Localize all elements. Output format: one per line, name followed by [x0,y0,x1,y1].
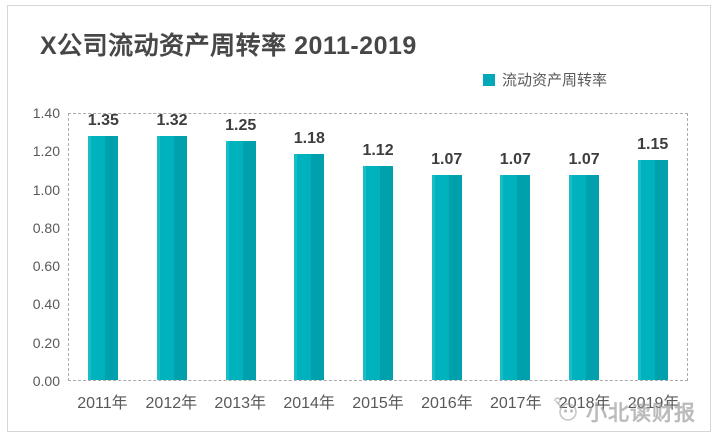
bar-slot: 1.07 [550,112,619,380]
legend-label: 流动资产周转率 [502,72,608,89]
legend-swatch-icon [483,73,495,86]
bar-data-label: 1.15 [637,135,669,153]
x-category-label: 2015年 [352,395,404,412]
y-tick-label: 0.00 [32,373,60,389]
x-category-label: 2011年 [77,395,128,412]
bar-2017年[interactable] [500,175,531,380]
bar-slot: 1.25 [206,112,275,380]
chart-title: X公司流动资产周转率 2011-2019 [40,32,417,60]
bar-slot: 1.07 [412,112,481,380]
y-tick-label: 1.40 [32,105,60,121]
bar-data-label: 1.12 [362,141,394,159]
x-axis-category-labels: 2011年 2012年 2013年 2014年 2015年 2016年 2017年 2018年… [68,389,688,413]
y-axis-tick-labels: 1.40 1.20 1.00 0.80 0.60 0.40 0.20 0.00 [0,105,60,389]
bar-2019年[interactable] [637,159,668,380]
bar-slot: 1.32 [138,112,207,380]
x-category-label: 2017年 [489,395,542,412]
y-tick-label: 0.20 [32,334,60,351]
y-tick-label: 0.80 [32,219,60,236]
bar-2012年[interactable] [157,136,187,380]
x-category-label: 2019年 [627,395,680,412]
legend[interactable]: 流动资产周转率 [483,69,607,90]
x-category-label: 2014年 [283,395,335,412]
bar-data-label: 1.18 [293,130,325,148]
bar-data-label: 1.07 [499,151,531,169]
bar-slot: 1.15 [618,112,687,380]
bar-slot: 1.12 [344,112,413,380]
bar-slot: 1.07 [481,112,550,380]
bar-slot: 1.35 [69,112,138,380]
y-tick-label: 0.40 [32,296,60,313]
bar-data-label: 1.35 [87,112,119,129]
x-category-label: 2018年 [558,395,611,412]
bar-2011年[interactable] [88,136,119,380]
bar-slot: 1.18 [275,112,344,380]
bar-data-label: 1.07 [568,151,600,169]
bar-series: 1.35 1.32 1.25 1.18 1.12 1.07 1.07 1.07 1.15 [69,112,687,380]
y-tick-label: 1.00 [32,181,60,198]
bar-2013年[interactable] [225,140,256,380]
bar-2014年[interactable] [294,154,325,380]
bar-data-label: 1.07 [431,151,463,169]
bar-2018年[interactable] [569,175,600,380]
x-category-label: 2013年 [214,395,267,412]
y-tick-label: 0.60 [32,258,60,275]
x-category-label: 2012年 [145,395,198,412]
bar-data-label: 1.32 [156,112,188,129]
plot-area: 1.35 1.32 1.25 1.18 1.12 1.07 1.07 1.07 1.15 [68,112,688,381]
bar-2016年[interactable] [431,175,462,380]
bar-2015年[interactable] [363,165,394,380]
y-tick-label: 1.20 [32,143,60,160]
bar-data-label: 1.25 [225,116,257,134]
x-category-label: 2016年 [421,395,473,412]
